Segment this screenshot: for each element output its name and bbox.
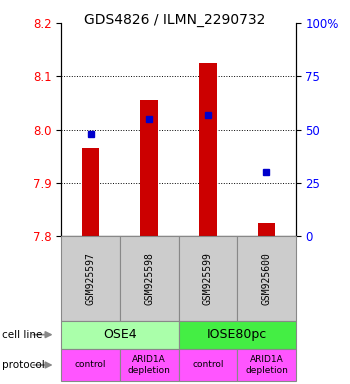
Text: OSE4: OSE4 — [103, 328, 137, 341]
Bar — [82, 148, 99, 236]
Text: protocol: protocol — [2, 360, 44, 370]
Bar — [140, 100, 158, 236]
Text: control: control — [192, 361, 224, 369]
Text: ARID1A
depletion: ARID1A depletion — [128, 355, 171, 375]
Text: control: control — [75, 361, 106, 369]
Text: GSM925600: GSM925600 — [261, 252, 272, 305]
Bar — [199, 63, 217, 236]
Text: GSM925599: GSM925599 — [203, 252, 213, 305]
Text: cell line: cell line — [2, 329, 42, 340]
Text: ARID1A
depletion: ARID1A depletion — [245, 355, 288, 375]
Text: GSM925598: GSM925598 — [144, 252, 154, 305]
Text: GDS4826 / ILMN_2290732: GDS4826 / ILMN_2290732 — [84, 13, 266, 27]
Bar — [258, 223, 275, 236]
Text: GSM925597: GSM925597 — [85, 252, 96, 305]
Text: IOSE80pc: IOSE80pc — [207, 328, 267, 341]
